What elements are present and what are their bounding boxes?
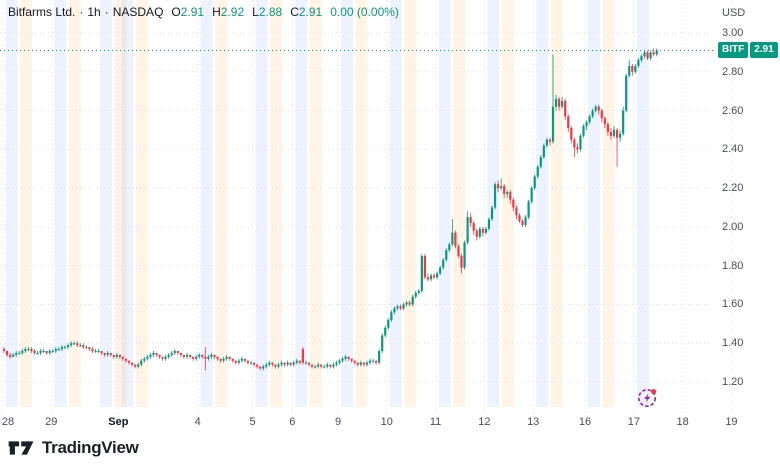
high-label: H bbox=[212, 5, 221, 19]
currency-label: USD bbox=[722, 7, 746, 19]
time-tick-label: 4 bbox=[194, 416, 201, 428]
close-label: C bbox=[290, 5, 299, 19]
time-tick-label: 9 bbox=[334, 416, 342, 428]
time-tick-label: 29 bbox=[45, 416, 58, 428]
price-tick-label: 1.20 bbox=[722, 376, 744, 389]
price-tick-label: 1.60 bbox=[722, 298, 744, 311]
low-label: L bbox=[252, 5, 259, 19]
time-tick-label: 16 bbox=[578, 416, 592, 428]
lightning-bolt-glyph bbox=[644, 393, 651, 403]
price-tick-label: 2.20 bbox=[722, 182, 744, 195]
grid-lines bbox=[0, 0, 732, 414]
time-tick-label: Sep bbox=[108, 416, 129, 428]
candles-layer bbox=[2, 48, 658, 371]
legend-separator: · bbox=[79, 5, 84, 19]
legend-separator: · bbox=[104, 5, 109, 19]
notification-dot bbox=[651, 389, 657, 395]
time-tick-label: 6 bbox=[289, 416, 296, 428]
time-tick-label: 13 bbox=[527, 416, 540, 428]
price-tick-label: 1.80 bbox=[722, 259, 744, 272]
time-tick-label: 12 bbox=[478, 416, 491, 428]
candlestick-chart-canvas[interactable] bbox=[0, 0, 780, 436]
tradingview-logo-text: TradingView bbox=[42, 438, 139, 457]
events-flash-icon[interactable] bbox=[636, 386, 660, 415]
time-tick-label: 18 bbox=[676, 416, 689, 428]
price-tick-label: 2.60 bbox=[722, 104, 744, 117]
events-dashed-ring bbox=[637, 388, 657, 408]
session-stripes bbox=[5, 0, 649, 407]
time-tick-label: 17 bbox=[627, 416, 640, 428]
time-tick-label: 5 bbox=[249, 416, 256, 428]
exchange-label: NASDAQ bbox=[112, 5, 164, 19]
time-tick-label: 11 bbox=[429, 416, 442, 428]
interval-label[interactable]: 1h bbox=[87, 5, 101, 19]
symbol-legend: Bitfarms Ltd. · 1h · NASDAQ O2.91 H2.92 L2.88 C2… bbox=[8, 5, 399, 19]
price-tick-label: 1.40 bbox=[722, 337, 744, 350]
tradingview-logo[interactable]: TradingView bbox=[8, 438, 139, 458]
open-label: O bbox=[171, 5, 181, 19]
low-value: 2.88 bbox=[258, 5, 283, 19]
symbol-title[interactable]: Bitfarms Ltd. bbox=[8, 5, 76, 19]
close-value: 2.91 bbox=[298, 5, 323, 19]
time-tick-label: 28 bbox=[1, 416, 15, 428]
price-tick-label: 2.40 bbox=[722, 143, 744, 156]
open-value: 2.91 bbox=[180, 5, 205, 19]
time-tick-label: 10 bbox=[380, 416, 393, 428]
change-value: 0.00 (0.00%) bbox=[330, 5, 399, 19]
price-tick-label: 2.80 bbox=[722, 65, 744, 78]
price-tick-label: 3.00 bbox=[722, 27, 744, 39]
last-price-badge-group: BITF 2.91 bbox=[718, 42, 778, 59]
high-value: 2.92 bbox=[220, 5, 245, 19]
tradingview-logo-mark bbox=[8, 441, 34, 455]
last-price-badge[interactable]: 2.91 bbox=[750, 42, 778, 59]
price-tick-label: 2.00 bbox=[722, 220, 744, 233]
ticker-badge[interactable]: BITF bbox=[718, 42, 749, 59]
time-tick-label: 19 bbox=[725, 416, 738, 428]
